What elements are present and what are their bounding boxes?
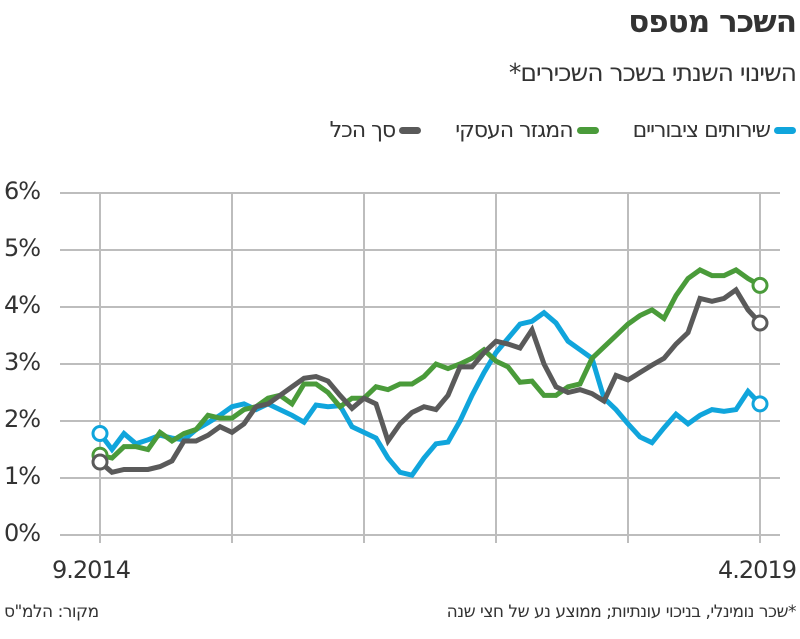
legend-swatch-total xyxy=(399,127,422,134)
series-line-0 xyxy=(98,309,762,478)
chart-subtitle: השינוי השנתי בשכר השכירים* xyxy=(508,58,797,87)
legend-label-total: סך הכל xyxy=(329,118,397,143)
y-tick-label: 4% xyxy=(4,291,41,319)
legend-item-business-sector: המגזר העסקי xyxy=(455,118,599,143)
series-endpoint-marker-1 xyxy=(751,276,769,294)
source-note: מקור: הלמ"ס xyxy=(4,602,99,622)
series-endpoint-marker-2 xyxy=(91,453,109,471)
legend-swatch-business-sector xyxy=(576,127,599,134)
y-tick-label: 0% xyxy=(4,519,41,547)
legend-label-business-sector: המגזר העסקי xyxy=(455,118,573,143)
legend-item-public-services: שירותים ציבוריים xyxy=(633,118,796,143)
series-endpoint-marker-0 xyxy=(751,395,769,413)
legend-swatch-public-services xyxy=(774,127,796,134)
series-endpoint-marker-0 xyxy=(91,425,109,443)
y-tick-label: 2% xyxy=(4,405,41,433)
series-line-2 xyxy=(98,286,762,476)
y-tick-label: 3% xyxy=(4,348,41,376)
legend: שירותים ציבוריים המגזר העסקי סך הכל xyxy=(330,118,796,143)
chart-title: השכר מטפס xyxy=(628,4,797,40)
legend-item-total: סך הכל xyxy=(330,118,422,143)
x-tick-start: 9.2014 xyxy=(52,556,131,584)
footnote: *שכר נומינלי, בניכוי עונתיות; ממוצע נע ש… xyxy=(446,602,797,622)
x-tick-end: 4.2019 xyxy=(718,556,797,584)
y-tick-label: 5% xyxy=(4,234,41,262)
series-endpoint-marker-2 xyxy=(751,314,769,332)
y-tick-label: 6% xyxy=(4,177,41,205)
series-line-1 xyxy=(99,267,762,461)
legend-label-public-services: שירותים ציבוריים xyxy=(632,118,771,143)
y-tick-label: 1% xyxy=(4,462,41,490)
